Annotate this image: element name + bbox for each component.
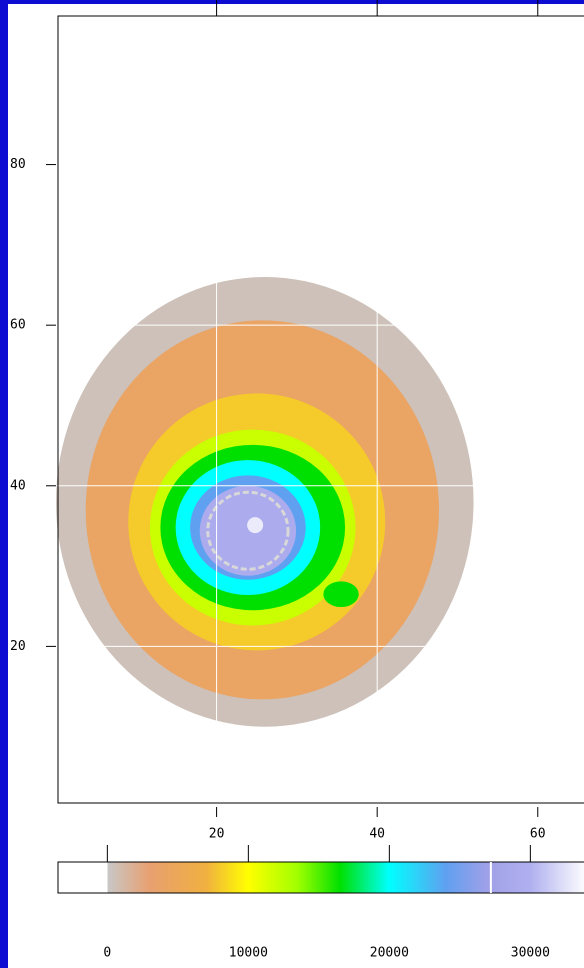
y-tick-label: 80 <box>10 157 26 172</box>
page: {"chart_data": { "type": "heatmap", "xli… <box>0 0 584 968</box>
intensity-region <box>200 486 296 576</box>
intensity-region <box>247 517 263 533</box>
x-tick-label: 60 <box>530 827 546 842</box>
y-tick-label: 20 <box>10 639 26 654</box>
y-tick-label: 40 <box>10 478 26 493</box>
colorbar-tick-label: 20000 <box>370 946 409 961</box>
colorbar <box>58 862 584 893</box>
intensity-region <box>323 581 358 607</box>
colorbar-tick-label: 30000 <box>511 946 550 961</box>
colorbar-tick-label: 0 <box>103 946 111 961</box>
y-tick-label: 60 <box>10 318 26 333</box>
x-tick-label: 40 <box>369 827 385 842</box>
colorbar-tick-label: 10000 <box>229 946 268 961</box>
x-tick-label: 20 <box>209 827 225 842</box>
chart: 20 40 60 20 40 60 80 0 10000 20000 30000 <box>0 0 584 968</box>
